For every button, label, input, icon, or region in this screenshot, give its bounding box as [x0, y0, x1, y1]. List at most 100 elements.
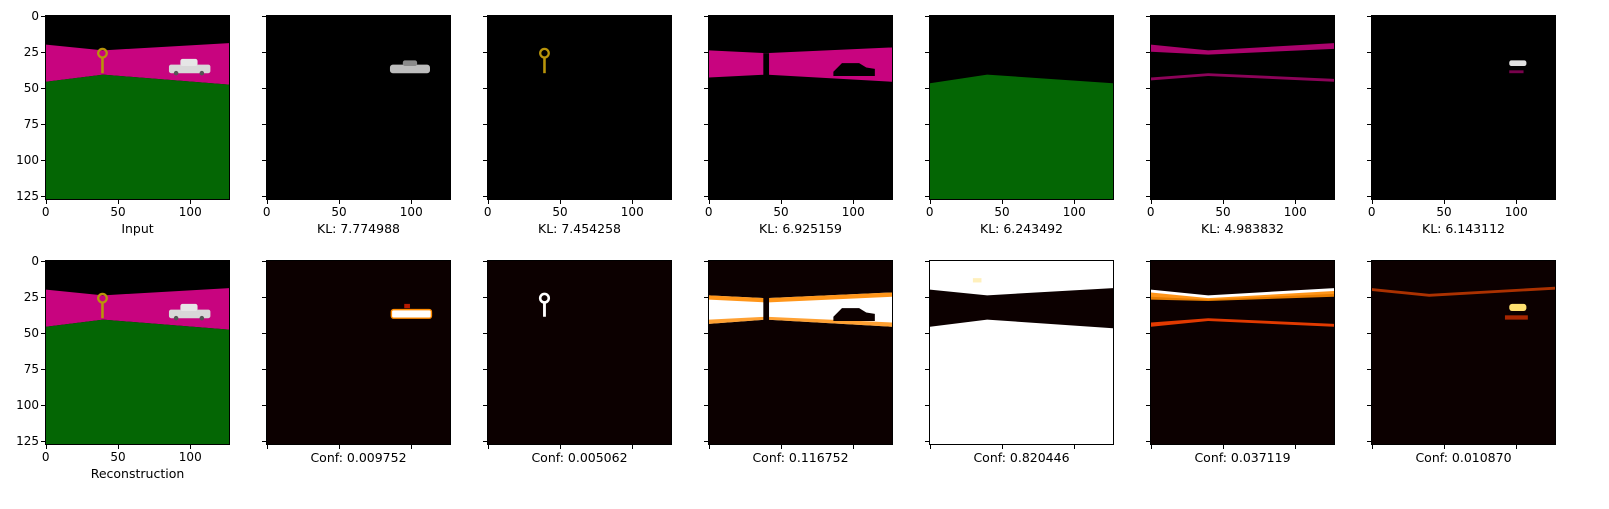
- y-tick: [1146, 123, 1150, 125]
- x-tick-label: 100: [178, 205, 202, 219]
- x-tick-label: 50: [110, 450, 126, 464]
- x-tick-label: 50: [331, 205, 347, 219]
- image-axes: [708, 260, 893, 445]
- x-tick-label: 0: [925, 205, 934, 219]
- background: [267, 261, 450, 444]
- y-tick-label: 75: [23, 117, 39, 132]
- x-tick: [852, 445, 854, 449]
- background: [267, 16, 450, 199]
- x-tick-label: 0: [41, 450, 50, 464]
- y-tick: [925, 440, 929, 442]
- y-tick: [1146, 87, 1150, 89]
- x-tick: [1222, 200, 1224, 204]
- edge-component: [1151, 43, 1334, 55]
- image-slot-car: [267, 16, 450, 199]
- x-tick-label: 0: [41, 205, 50, 219]
- x-tick-label: 100: [1283, 205, 1307, 219]
- x-tick: [1371, 200, 1373, 204]
- y-tick-label: 25: [23, 289, 39, 304]
- image-scene: [46, 261, 229, 444]
- key-object: [97, 47, 108, 74]
- y-tick: [41, 51, 45, 53]
- y-tick: [704, 260, 708, 262]
- y-tick: [41, 159, 45, 161]
- floor-region: [46, 74, 229, 199]
- y-tick: [483, 296, 487, 298]
- background: [1372, 16, 1555, 199]
- subplot-caption: KL: 4.983832: [1201, 221, 1284, 236]
- subplot-caption: KL: 7.454258: [538, 221, 621, 236]
- x-tick: [487, 200, 489, 204]
- ground-mask-gap: [930, 288, 1113, 329]
- image-axes: [1371, 15, 1556, 200]
- y-tick: [483, 440, 487, 442]
- y-tick: [262, 195, 266, 197]
- car-component: [1509, 60, 1527, 67]
- x-tick: [780, 445, 782, 449]
- x-tick-label: 100: [399, 205, 423, 219]
- y-tick-label: 100: [16, 153, 39, 168]
- x-tick: [338, 200, 340, 204]
- x-tick-label: 0: [704, 205, 713, 219]
- y-tick: [1367, 440, 1371, 442]
- y-tick-label: 50: [23, 80, 39, 95]
- y-tick: [704, 51, 708, 53]
- car-component: [389, 64, 430, 74]
- y-tick: [1367, 15, 1371, 17]
- x-tick: [1443, 445, 1445, 449]
- y-tick-label: 100: [16, 398, 39, 413]
- y-tick: [704, 15, 708, 17]
- y-tick: [483, 195, 487, 197]
- y-tick: [1146, 404, 1150, 406]
- x-tick: [1073, 445, 1075, 449]
- image-mask-ground: [930, 261, 1113, 444]
- x-tick: [1073, 200, 1075, 204]
- x-tick-label: 0: [262, 205, 271, 219]
- x-tick: [929, 200, 931, 204]
- y-tick: [41, 123, 45, 125]
- y-tick: [41, 368, 45, 370]
- y-tick: [704, 368, 708, 370]
- x-tick: [1371, 445, 1373, 449]
- y-tick: [1146, 296, 1150, 298]
- x-tick: [1001, 200, 1003, 204]
- y-tick: [704, 440, 708, 442]
- y-tick: [483, 368, 487, 370]
- image-axes: [708, 15, 893, 200]
- image-axes: [487, 260, 672, 445]
- y-tick: [262, 332, 266, 334]
- y-tick-label: 0: [31, 8, 39, 23]
- y-tick: [925, 404, 929, 406]
- key-component: [539, 47, 550, 74]
- y-tick: [483, 260, 487, 262]
- y-tick: [262, 87, 266, 89]
- y-tick: [704, 87, 708, 89]
- y-tick: [704, 404, 708, 406]
- x-tick: [117, 445, 119, 449]
- x-tick: [708, 200, 710, 204]
- image-axes: [1371, 260, 1556, 445]
- x-tick: [929, 445, 931, 449]
- image-slot-sky: [709, 16, 892, 199]
- y-tick-label: 125: [16, 189, 39, 204]
- car-mask: [1509, 303, 1527, 312]
- x-tick: [117, 200, 119, 204]
- x-tick-label: 0: [1146, 205, 1155, 219]
- image-slot-car-small: [1372, 16, 1555, 199]
- floor-region: [46, 319, 229, 444]
- x-tick: [1150, 200, 1152, 204]
- image-axes: [929, 260, 1114, 445]
- background: [1151, 16, 1334, 199]
- y-tick: [262, 51, 266, 53]
- y-tick: [483, 332, 487, 334]
- y-tick: [704, 195, 708, 197]
- key-object: [97, 292, 108, 319]
- x-tick-label: 50: [552, 205, 568, 219]
- y-tick: [925, 159, 929, 161]
- y-tick: [41, 260, 45, 262]
- x-tick-label: 100: [841, 205, 865, 219]
- image-mask-sky: [709, 261, 892, 444]
- y-tick-label: 0: [31, 253, 39, 268]
- image-axes: [266, 260, 451, 445]
